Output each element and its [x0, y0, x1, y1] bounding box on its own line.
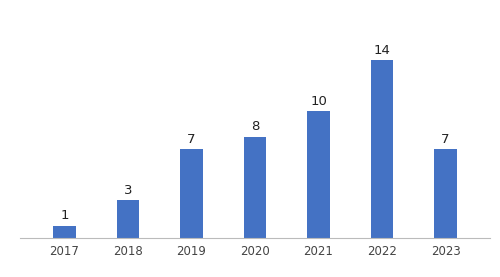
Text: 7: 7: [187, 133, 196, 146]
Text: 7: 7: [442, 133, 450, 146]
Bar: [180, 149, 203, 238]
Text: 8: 8: [251, 120, 259, 133]
Text: 1: 1: [60, 209, 68, 222]
Bar: [117, 200, 139, 238]
Bar: [371, 60, 393, 238]
Text: 10: 10: [310, 95, 327, 108]
Bar: [434, 149, 456, 238]
Text: 3: 3: [124, 184, 132, 197]
Bar: [308, 111, 330, 238]
Bar: [54, 225, 76, 238]
Bar: [244, 137, 266, 238]
Text: 14: 14: [374, 44, 390, 57]
